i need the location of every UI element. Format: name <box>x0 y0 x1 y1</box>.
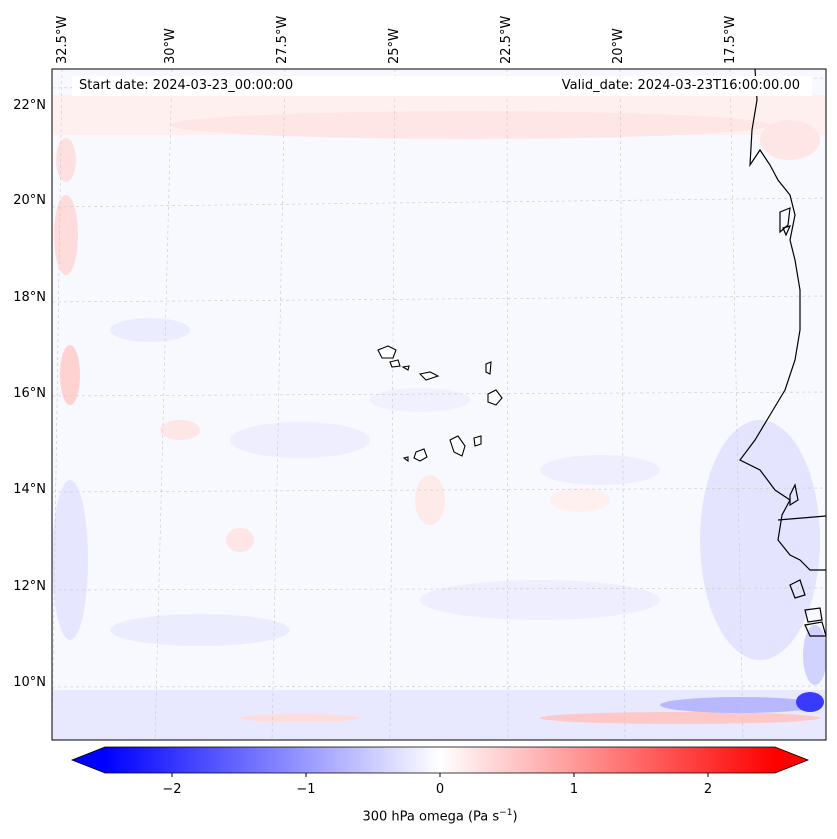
lon-label: 25°W <box>387 28 402 64</box>
lat-label: 14°N <box>13 482 46 497</box>
lon-label: 32.5°W <box>55 15 70 64</box>
start-date-label: Start date: 2024-03-23_00:00:00 <box>79 78 294 93</box>
lat-label: 20°N <box>13 193 46 208</box>
colorbar-tick-label: 1 <box>570 782 578 797</box>
colorbar-title-exponent: −1 <box>499 808 513 818</box>
lat-label: 10°N <box>13 675 46 690</box>
lat-label: 12°N <box>13 579 46 594</box>
colorbar-title: 300 hPa omega (Pa s−1) <box>0 808 837 824</box>
lat-label: 22°N <box>13 98 46 113</box>
colorbar-tick-label: −1 <box>296 782 315 797</box>
lon-label: 22.5°W <box>499 15 514 64</box>
omega-field <box>52 69 826 740</box>
lon-label: 20°W <box>611 28 626 64</box>
colorbar-tick-label: −2 <box>162 782 181 797</box>
valid-date-label: Valid_date: 2024-03-23T16:00:00.00 <box>561 78 800 93</box>
colorbar-title-close: ) <box>512 809 518 825</box>
lat-label: 18°N <box>13 290 46 305</box>
lon-label: 30°W <box>163 28 178 64</box>
colorbar: −2 −1 0 1 2 <box>70 746 810 797</box>
lat-label: 16°N <box>13 386 46 401</box>
colorbar-tick-label: 0 <box>436 782 444 797</box>
colorbar-tick-label: 2 <box>704 782 712 797</box>
lon-label: 27.5°W <box>275 15 290 64</box>
lon-label: 17.5°W <box>723 15 738 64</box>
colorbar-ticks: −2 −1 0 1 2 <box>162 773 712 797</box>
date-label-strip <box>72 76 812 96</box>
cape-verde-islands <box>377 345 503 463</box>
coastline <box>739 69 826 637</box>
graticule <box>52 69 826 740</box>
colorbar-title-text: 300 hPa omega (Pa s <box>362 809 500 825</box>
